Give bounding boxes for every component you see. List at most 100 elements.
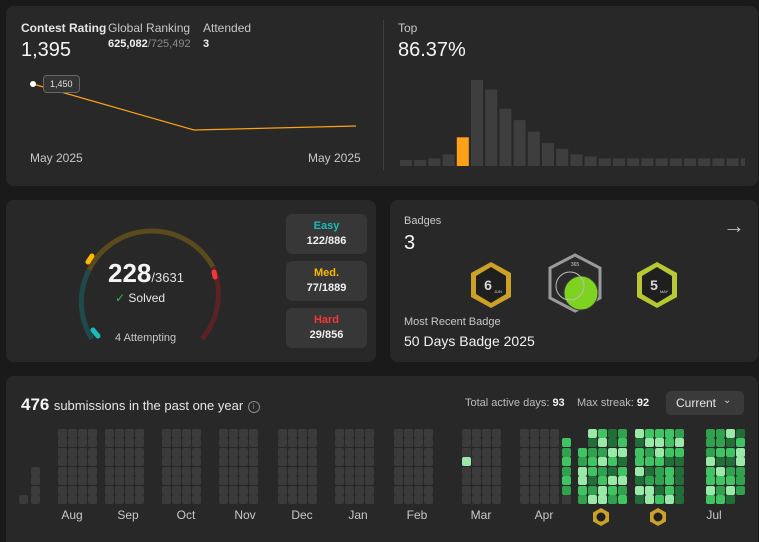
heatmap-cell-active[interactable] — [562, 476, 571, 485]
heatmap-cell-empty[interactable] — [278, 495, 287, 504]
heatmap-cell-empty[interactable] — [562, 495, 571, 504]
histogram-bar[interactable] — [542, 143, 554, 166]
heatmap-cell-active[interactable] — [608, 429, 617, 438]
heatmap-cell-empty[interactable] — [249, 429, 258, 438]
heatmap-cell-active[interactable] — [618, 429, 627, 438]
heatmap-cell-empty[interactable] — [424, 495, 433, 504]
heatmap-cell-empty[interactable] — [530, 467, 539, 476]
heatmap-cell-active[interactable] — [578, 467, 587, 476]
heatmap-cell-empty[interactable] — [482, 457, 491, 466]
heatmap-cell-empty[interactable] — [78, 476, 87, 485]
heatmap-cell-active[interactable] — [736, 486, 745, 495]
heatmap-cell-empty[interactable] — [394, 448, 403, 457]
heatmap-cell-active[interactable] — [675, 429, 684, 438]
heatmap-cell-empty[interactable] — [31, 467, 40, 476]
heatmap-cell-empty[interactable] — [125, 438, 134, 447]
heatmap-cell-empty[interactable] — [492, 495, 501, 504]
ranking-histogram[interactable] — [400, 66, 745, 168]
year-select[interactable]: Current ⌄ — [666, 391, 744, 415]
heatmap-cell-empty[interactable] — [182, 476, 191, 485]
heatmap-cell-empty[interactable] — [288, 495, 297, 504]
heatmap-cell-active[interactable] — [635, 486, 644, 495]
heatmap-cell-active[interactable] — [675, 486, 684, 495]
heatmap-cell-empty[interactable] — [462, 495, 471, 504]
heatmap-cell-active[interactable] — [645, 448, 654, 457]
heatmap-cell-active[interactable] — [706, 438, 715, 447]
heatmap-cell-active[interactable] — [675, 495, 684, 504]
heatmap-cell-empty[interactable] — [540, 476, 549, 485]
heatmap-cell-empty[interactable] — [78, 486, 87, 495]
heatmap-cell-empty[interactable] — [414, 429, 423, 438]
heatmap-cell-empty[interactable] — [394, 495, 403, 504]
histogram-bar[interactable] — [414, 160, 427, 166]
heatmap-cell-active[interactable] — [716, 476, 725, 485]
heatmap-cell-active[interactable] — [635, 429, 644, 438]
heatmap-cell-active[interactable] — [655, 476, 664, 485]
heatmap-cell-empty[interactable] — [335, 476, 344, 485]
hard-stat[interactable]: Hard 29/856 — [286, 308, 367, 348]
heatmap-cell-empty[interactable] — [365, 448, 374, 457]
heatmap-cell-empty[interactable] — [394, 457, 403, 466]
heatmap-cell-active[interactable] — [645, 486, 654, 495]
heatmap-cell-active[interactable] — [726, 476, 735, 485]
heatmap-cell-empty[interactable] — [58, 438, 67, 447]
heatmap-cell-empty[interactable] — [424, 457, 433, 466]
heatmap-cell-active[interactable] — [675, 457, 684, 466]
heatmap-cell-empty[interactable] — [219, 467, 228, 476]
histogram-bar[interactable] — [598, 158, 611, 166]
heatmap-cell-empty[interactable] — [239, 457, 248, 466]
heatmap-cell-empty[interactable] — [239, 467, 248, 476]
histogram-bar[interactable] — [627, 158, 640, 166]
heatmap-cell-empty[interactable] — [394, 467, 403, 476]
heatmap-cell-empty[interactable] — [88, 495, 97, 504]
heatmap-cell-active[interactable] — [736, 438, 745, 447]
heatmap-cell-empty[interactable] — [278, 467, 287, 476]
histogram-bar[interactable] — [684, 158, 696, 166]
heatmap-cell-empty[interactable] — [550, 438, 559, 447]
heatmap-cell-empty[interactable] — [335, 448, 344, 457]
heatmap-cell-empty[interactable] — [68, 476, 77, 485]
heatmap-cell-empty[interactable] — [88, 457, 97, 466]
heatmap-cell-active[interactable] — [562, 457, 571, 466]
heatmap-cell-empty[interactable] — [308, 457, 317, 466]
heatmap-cell-empty[interactable] — [298, 448, 307, 457]
heatmap-cell-empty[interactable] — [355, 438, 364, 447]
medium-stat[interactable]: Med. 77/1889 — [286, 261, 367, 301]
heatmap-cell-empty[interactable] — [192, 476, 201, 485]
histogram-bar[interactable] — [513, 120, 526, 166]
histogram-bar[interactable] — [655, 158, 668, 166]
histogram-bar[interactable] — [485, 89, 498, 166]
heatmap-cell-empty[interactable] — [229, 467, 238, 476]
heatmap-cell-empty[interactable] — [229, 429, 238, 438]
heatmap-cell-empty[interactable] — [520, 495, 529, 504]
heatmap-cell-empty[interactable] — [308, 438, 317, 447]
heatmap-cell-empty[interactable] — [472, 495, 481, 504]
heatmap-cell-empty[interactable] — [278, 448, 287, 457]
heatmap-cell-empty[interactable] — [335, 429, 344, 438]
histogram-bar[interactable] — [584, 156, 597, 166]
heatmap-cell-empty[interactable] — [414, 467, 423, 476]
heatmap-cell-empty[interactable] — [298, 486, 307, 495]
heatmap-cell-empty[interactable] — [182, 429, 191, 438]
heatmap-cell-empty[interactable] — [520, 438, 529, 447]
arrow-right-icon[interactable]: → — [723, 213, 745, 238]
heatmap-cell-empty[interactable] — [192, 457, 201, 466]
365-days-badge-icon[interactable]: 365 — [545, 252, 605, 314]
heatmap-cell-empty[interactable] — [335, 438, 344, 447]
heatmap-cell-active[interactable] — [598, 457, 607, 466]
heatmap-cell-empty[interactable] — [249, 467, 258, 476]
heatmap-cell-empty[interactable] — [540, 457, 549, 466]
heatmap-cell-active[interactable] — [645, 495, 654, 504]
heatmap-cell-empty[interactable] — [219, 429, 228, 438]
heatmap-cell-empty[interactable] — [540, 486, 549, 495]
heatmap-cell-active[interactable] — [726, 438, 735, 447]
heatmap-cell-active[interactable] — [618, 438, 627, 447]
heatmap-cell-empty[interactable] — [229, 486, 238, 495]
heatmap-cell-empty[interactable] — [308, 467, 317, 476]
histogram-bar[interactable] — [613, 158, 625, 166]
heatmap-cell-empty[interactable] — [172, 495, 181, 504]
heatmap-cell-empty[interactable] — [182, 495, 191, 504]
heatmap-cell-empty[interactable] — [162, 429, 171, 438]
heatmap-cell-empty[interactable] — [125, 476, 134, 485]
heatmap-cell-empty[interactable] — [424, 467, 433, 476]
